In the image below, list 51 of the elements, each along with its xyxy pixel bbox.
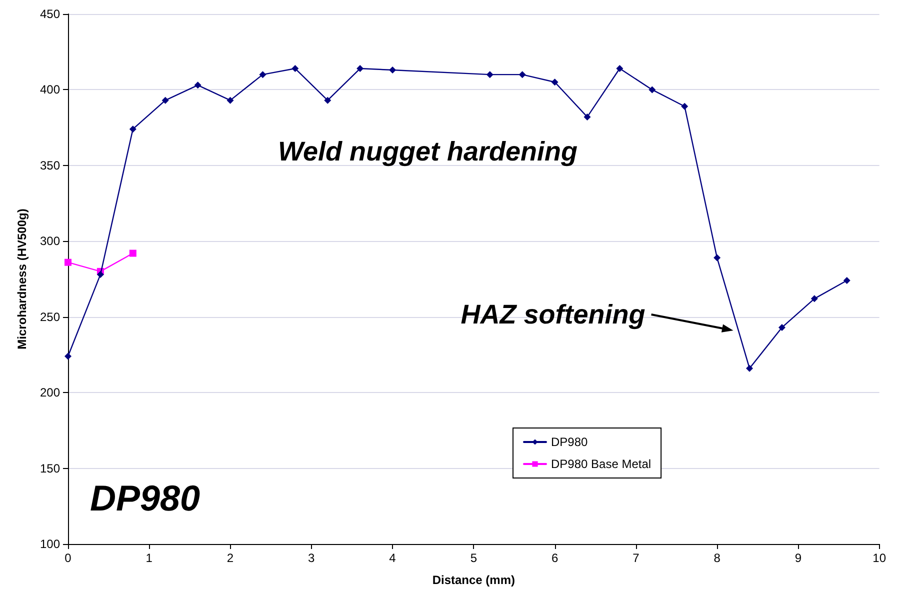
x-tick-label: 5 bbox=[470, 551, 478, 565]
y-tick-label: 200 bbox=[40, 386, 60, 400]
annotation: Weld nugget hardening bbox=[278, 136, 578, 166]
point bbox=[714, 254, 721, 262]
y-tick-label: 300 bbox=[40, 234, 60, 248]
x-tick-label: 7 bbox=[632, 551, 640, 565]
point bbox=[292, 65, 299, 72]
y-tick-label: 450 bbox=[40, 7, 60, 21]
point bbox=[681, 102, 688, 110]
point bbox=[389, 66, 396, 74]
point bbox=[843, 277, 850, 284]
x-tick-label: 1 bbox=[146, 551, 153, 565]
point bbox=[64, 258, 72, 266]
y-tick-label: 100 bbox=[40, 537, 60, 551]
annotation: DP980 bbox=[90, 478, 200, 518]
y-tick-label: 350 bbox=[40, 158, 60, 172]
point bbox=[96, 270, 104, 278]
point bbox=[648, 86, 656, 94]
point bbox=[259, 71, 266, 78]
point bbox=[486, 71, 494, 78]
x-tick-label: 9 bbox=[794, 551, 802, 565]
y-axis-title: Microhardness (HV500g) bbox=[15, 208, 29, 350]
point bbox=[226, 96, 234, 104]
point bbox=[162, 96, 169, 104]
point bbox=[584, 113, 591, 120]
point bbox=[324, 96, 332, 104]
point bbox=[64, 352, 72, 360]
legend-label: DP980 Base Metal bbox=[551, 457, 652, 471]
point bbox=[194, 82, 202, 89]
x-tick-label: 4 bbox=[389, 551, 396, 565]
point bbox=[551, 78, 558, 86]
y-tick-label: 150 bbox=[40, 461, 60, 476]
point bbox=[616, 65, 624, 72]
point bbox=[746, 364, 754, 372]
x-tick-label: 8 bbox=[714, 551, 721, 565]
x-tick-label: 0 bbox=[64, 551, 72, 565]
point bbox=[518, 71, 526, 78]
y-tick-label: 400 bbox=[40, 82, 60, 97]
point bbox=[356, 65, 364, 72]
point bbox=[129, 126, 136, 133]
x-tick-label: 6 bbox=[551, 551, 558, 565]
x-tick-label: 2 bbox=[226, 551, 234, 565]
x-tick-label: 10 bbox=[872, 551, 886, 565]
point bbox=[778, 324, 786, 331]
point bbox=[810, 295, 818, 302]
annotation: HAZ softening bbox=[460, 299, 646, 330]
x-tick-label: 3 bbox=[308, 551, 316, 565]
legend-label: DP980 bbox=[551, 435, 588, 449]
point bbox=[129, 250, 136, 257]
y-tick-label: 250 bbox=[40, 310, 60, 324]
x-axis-title: Distance (mm) bbox=[432, 573, 516, 587]
